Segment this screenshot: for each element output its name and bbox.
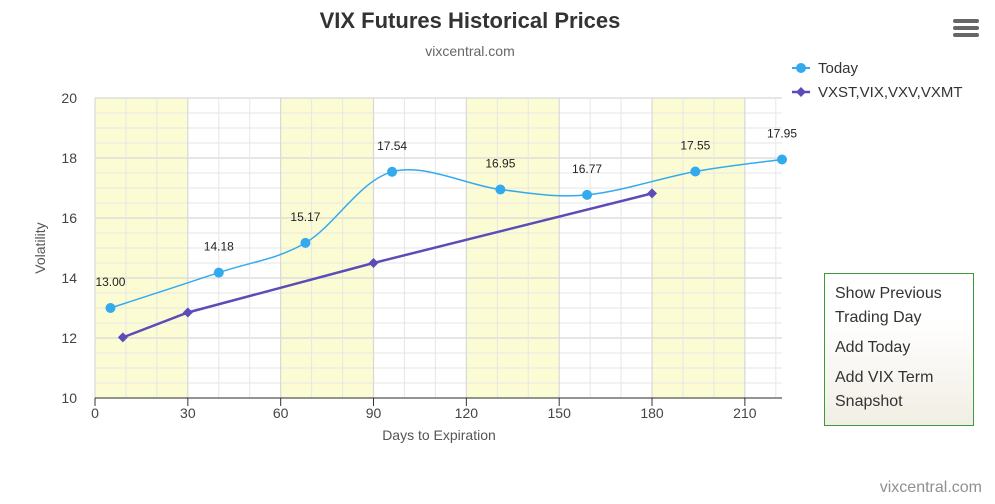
today-point[interactable] [387,166,398,177]
hamburger-menu-icon[interactable] [953,19,979,39]
vxst-vix-vxv-vxmt-point[interactable] [117,332,128,343]
chart-subtitle: vixcentral.com [425,43,514,59]
today-data-label: 15.17 [290,210,320,224]
axes [94,397,782,406]
show-previous-trading-day-item[interactable]: Show Previous Trading Day [835,285,942,326]
x-tick-label: 150 [548,405,572,421]
x-tick-label: 30 [180,405,196,421]
today-point[interactable] [690,166,701,177]
y-tick-label: 20 [61,90,77,106]
today-data-label: 17.55 [680,139,710,153]
legend-term-label[interactable]: VXST,VIX,VXV,VXMT [818,84,963,101]
y-tick-label: 18 [61,150,77,166]
today-point[interactable] [300,237,311,248]
x-tick-label: 210 [733,405,757,421]
legend[interactable]: Today VXST,VIX,VXV,VXMT [792,60,963,101]
today-point[interactable] [105,303,116,313]
credit-link[interactable]: vixcentral.com [880,479,982,496]
x-tick-label: 60 [273,405,289,421]
vxst-vix-vxv-vxmt-point[interactable] [647,188,658,199]
series-line-vxst-vix-vxv-vxmt [122,192,653,339]
y-tick-label: 12 [61,330,77,346]
vxst-vix-vxv-vxmt-point[interactable] [182,307,193,318]
y-tick-label: 10 [61,390,77,406]
add-vix-term-snapshot-item[interactable]: Add VIX Term Snapshot [835,369,934,410]
legend-today-label[interactable]: Today [818,60,859,77]
legend-term-marker [796,87,806,97]
today-data-label: 17.95 [767,127,797,141]
x-tick-label: 0 [91,405,99,421]
today-data-label: 17.54 [377,139,407,153]
y-tick-label: 14 [61,270,77,286]
x-axis-title: Days to Expiration [382,427,496,443]
today-data-label: 16.95 [485,157,515,171]
chart-title: VIX Futures Historical Prices [320,8,621,33]
y-axis-title: Volatility [32,222,48,273]
legend-today-marker [796,63,806,73]
series-line-today [110,158,783,309]
today-point[interactable] [213,267,224,278]
menu-bar-3 [953,33,979,37]
today-point[interactable] [495,184,506,195]
add-today-item[interactable]: Add Today [835,339,911,356]
today-data-label: 13.00 [95,275,125,289]
today-data-label: 14.18 [204,240,234,254]
today-data-label: 16.77 [572,162,602,176]
tick-labels: 0 30 60 90 120 150 180 210 10 12 14 16 18 20 [61,90,756,421]
menu-bar-2 [953,26,979,30]
y-tick-label: 16 [61,210,77,226]
series-group: 13.00 14.18 15.17 17.54 16.95 16.77 17.55 17.95 [95,127,797,343]
vxst-vix-vxv-vxmt-point[interactable] [368,258,379,268]
chart-options-menu: Show Previous Trading Day Add Today Add … [824,273,974,426]
x-tick-label: 180 [640,405,664,421]
menu-bar-1 [953,19,979,23]
x-tick-label: 90 [366,405,382,421]
x-tick-label: 120 [455,405,479,421]
today-point[interactable] [582,189,593,200]
today-point[interactable] [777,154,787,165]
